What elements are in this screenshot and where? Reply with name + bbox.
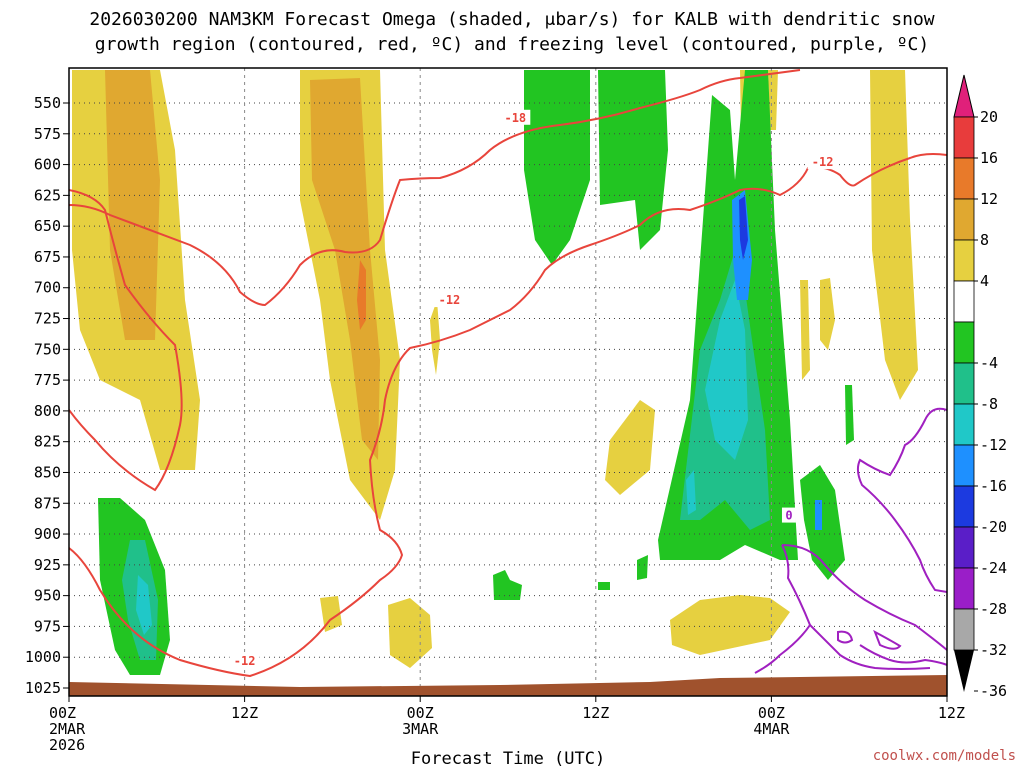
- y-tick-label: 575: [34, 125, 61, 143]
- y-tick-label: 975: [34, 617, 61, 635]
- contour-label-bg: [807, 154, 838, 170]
- plot-area: -18 -12 -12 -12 0: [69, 68, 947, 696]
- x-tick-label: 00Z: [49, 704, 76, 722]
- chart-title-line1: 2026030200 NAM3KM Forecast Omega (shaded…: [89, 9, 934, 30]
- colorbar-label: -28: [980, 600, 1007, 618]
- colorbar-label: -32: [980, 641, 1007, 659]
- y-tick-label: 750: [34, 340, 61, 358]
- colorbar-band: [953, 321, 975, 364]
- omega-shading: [72, 70, 918, 675]
- colorbar-label: -24: [980, 559, 1007, 577]
- y-axis: 550 575 600 625 650 675 700 725 750 775 800 825 850 8…: [25, 94, 69, 697]
- contour-label-bg: [434, 292, 465, 308]
- contour-label: -12: [439, 293, 461, 307]
- colorbar-top-arrow: [953, 74, 975, 118]
- y-tick-label: 825: [34, 433, 61, 451]
- x-tick-year: 2026: [49, 736, 85, 754]
- y-tick-label: 625: [34, 186, 61, 204]
- colorbar-band: [953, 157, 975, 200]
- y-tick-label: 1025: [25, 679, 61, 697]
- colorbar-label: -20: [980, 518, 1007, 536]
- colorbar-band: [953, 567, 975, 610]
- x-tick-date: 3MAR: [402, 720, 439, 738]
- contour-label-bg: [781, 507, 796, 523]
- y-tick-label: 875: [34, 494, 61, 512]
- colorbar-label: -4: [980, 354, 998, 372]
- colorbar: 20 16 12 8 4 -4 -8 -12 -16 -20 -24 -28 -32 -36: [953, 74, 1007, 700]
- colorbar-band: [953, 526, 975, 569]
- colorbar-band: [953, 485, 975, 528]
- colorbar-label: 8: [980, 231, 989, 249]
- freezing-level-contour-purple: [754, 407, 947, 674]
- colorbar-band: [953, 362, 975, 405]
- y-tick-label: 700: [34, 279, 61, 297]
- x-tick-label: 12Z: [582, 704, 609, 722]
- y-tick-label: 675: [34, 248, 61, 266]
- contour-label: -12: [234, 654, 256, 668]
- y-tick-label: 950: [34, 587, 61, 605]
- colorbar-label: -8: [980, 395, 998, 413]
- contour-label-bg: [229, 652, 260, 668]
- colorbar-label: 4: [980, 272, 989, 290]
- y-tick-label: 775: [34, 371, 61, 389]
- colorbar-band: [953, 239, 975, 282]
- contour-label-bg: [500, 109, 531, 125]
- contour-label: 0: [785, 509, 792, 523]
- contour-label: -12: [812, 155, 834, 169]
- x-tick-label: 00Z: [758, 704, 785, 722]
- y-tick-label: 850: [34, 463, 61, 481]
- colorbar-band: [953, 608, 975, 651]
- y-tick-label: 725: [34, 310, 61, 328]
- chart-title-line2: growth region (contoured, red, ºC) and f…: [95, 34, 929, 55]
- colorbar-band: [953, 444, 975, 487]
- x-tick-date: 2MAR: [49, 720, 86, 738]
- y-tick-label: 900: [34, 525, 61, 543]
- colorbar-bottom-arrow: [954, 650, 974, 692]
- colorbar-label: 20: [980, 108, 998, 126]
- x-tick-label: 12Z: [231, 704, 258, 722]
- credit-text: coolwx.com/models: [873, 748, 1016, 764]
- colorbar-label: -12: [980, 436, 1007, 454]
- colorbar-label: -36: [980, 682, 1007, 700]
- x-tick-label: 00Z: [407, 704, 434, 722]
- terrain-band: [69, 675, 947, 696]
- y-tick-label: 600: [34, 156, 61, 174]
- colorbar-band: [953, 198, 975, 241]
- colorbar-label: 12: [980, 190, 998, 208]
- x-tick-label: 12Z: [938, 704, 965, 722]
- contour-labels: -18 -12 -12 -12 0: [229, 109, 838, 668]
- x-tick-date: 4MAR: [753, 720, 790, 738]
- y-tick-label: 550: [34, 94, 61, 112]
- y-tick-label: 925: [34, 556, 61, 574]
- colorbar-label: -16: [980, 477, 1007, 495]
- plot-frame: [68, 67, 948, 697]
- y-tick-label: 1000: [25, 648, 61, 666]
- colorbar-band: [953, 280, 975, 323]
- x-axis-label: Forecast Time (UTC): [411, 749, 605, 768]
- colorbar-band: [953, 403, 975, 446]
- contour-label: -18: [504, 111, 526, 125]
- colorbar-label: 16: [980, 149, 998, 167]
- y-tick-label: 650: [34, 217, 61, 235]
- colorbar-band: [953, 116, 975, 159]
- y-tick-label: 800: [34, 402, 61, 420]
